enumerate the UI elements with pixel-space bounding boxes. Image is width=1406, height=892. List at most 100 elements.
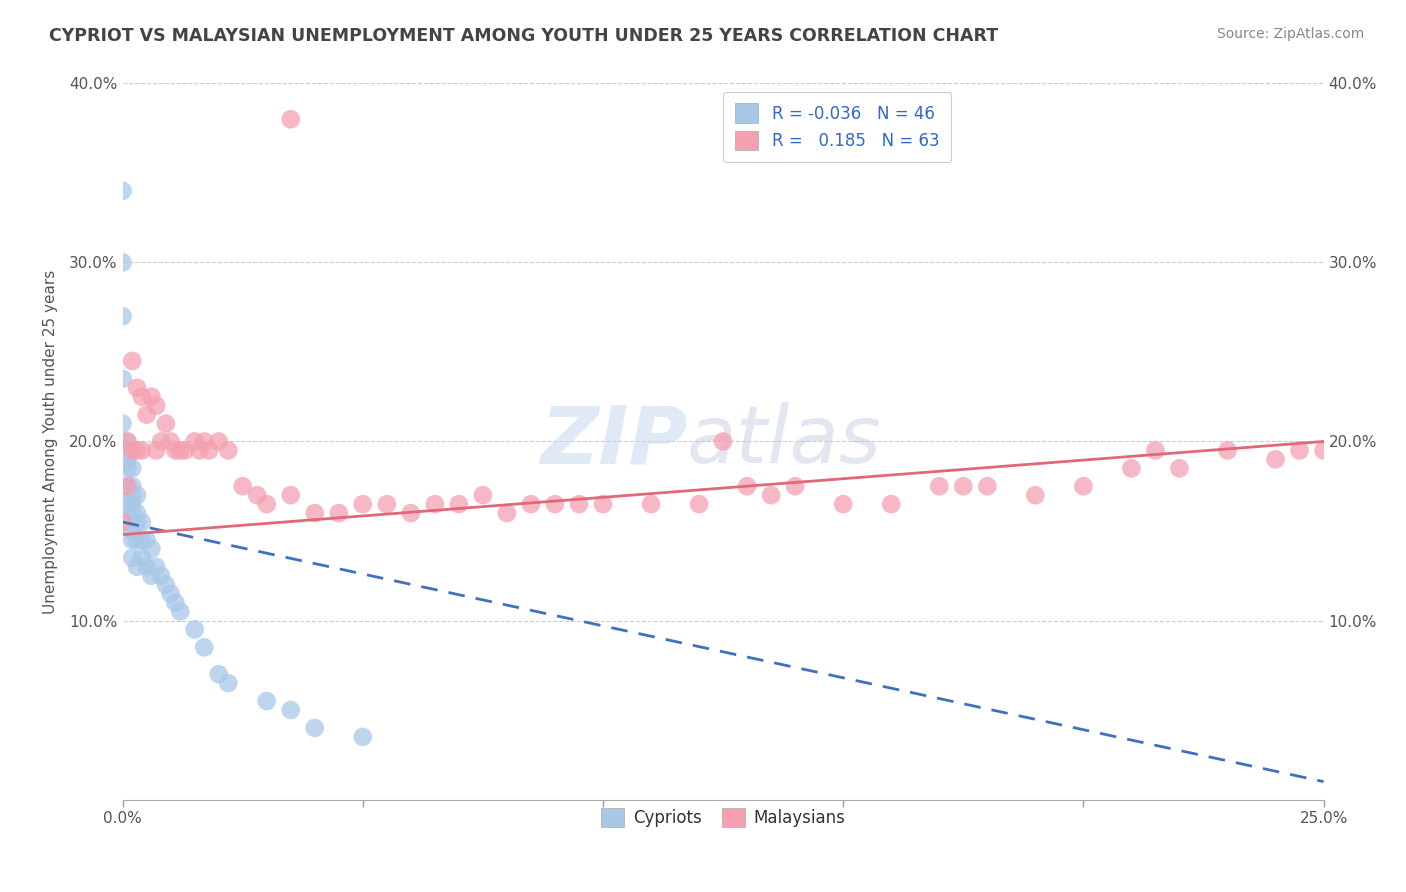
Text: Source: ZipAtlas.com: Source: ZipAtlas.com: [1216, 27, 1364, 41]
Point: [280, 488, 302, 502]
Point: [150, 568, 173, 582]
Point: [155, 417, 177, 431]
Point: [141, 390, 163, 404]
Text: CYPRIOT VS MALAYSIAN UNEMPLOYMENT AMONG YOUTH UNDER 25 YEARS CORRELATION CHART: CYPRIOT VS MALAYSIAN UNEMPLOYMENT AMONG …: [49, 27, 998, 45]
Point: [423, 497, 446, 511]
Point: [471, 488, 494, 502]
Point: [117, 497, 139, 511]
Point: [155, 577, 177, 591]
Point: [117, 479, 139, 493]
Point: [135, 533, 157, 547]
Point: [121, 443, 143, 458]
Point: [1144, 443, 1167, 458]
Point: [375, 497, 398, 511]
Point: [399, 506, 422, 520]
Point: [121, 550, 143, 565]
Point: [256, 497, 278, 511]
Point: [135, 408, 157, 422]
Point: [246, 488, 269, 502]
Point: [131, 550, 153, 565]
Point: [568, 497, 591, 511]
Point: [111, 255, 134, 269]
Point: [131, 515, 153, 529]
Point: [145, 559, 167, 574]
Y-axis label: Unemployment Among Youth under 25 years: Unemployment Among Youth under 25 years: [44, 269, 58, 614]
Point: [188, 443, 211, 458]
Point: [976, 479, 998, 493]
Point: [735, 479, 758, 493]
Point: [1121, 461, 1143, 475]
Point: [174, 443, 197, 458]
Point: [280, 703, 302, 717]
Point: [121, 497, 143, 511]
Point: [145, 443, 167, 458]
Point: [117, 452, 139, 467]
Point: [159, 434, 181, 449]
Point: [688, 497, 710, 511]
Point: [117, 515, 139, 529]
Point: [111, 309, 134, 323]
Point: [304, 506, 326, 520]
Point: [169, 605, 191, 619]
Point: [183, 434, 205, 449]
Point: [217, 676, 239, 690]
Point: [125, 488, 148, 502]
Point: [952, 479, 974, 493]
Point: [785, 479, 807, 493]
Point: [125, 506, 148, 520]
Point: [232, 479, 254, 493]
Point: [150, 434, 173, 449]
Point: [121, 354, 143, 368]
Point: [256, 694, 278, 708]
Point: [125, 515, 148, 529]
Point: [1264, 452, 1286, 467]
Point: [165, 443, 187, 458]
Point: [1216, 443, 1239, 458]
Point: [352, 497, 374, 511]
Point: [121, 524, 143, 538]
Point: [183, 623, 205, 637]
Point: [125, 533, 148, 547]
Point: [1288, 443, 1310, 458]
Point: [352, 730, 374, 744]
Point: [131, 443, 153, 458]
Point: [117, 443, 139, 458]
Point: [117, 434, 139, 449]
Point: [328, 506, 350, 520]
Point: [280, 112, 302, 127]
Point: [131, 533, 153, 547]
Point: [217, 443, 239, 458]
Point: [198, 443, 221, 458]
Point: [169, 443, 191, 458]
Point: [520, 497, 543, 511]
Point: [1312, 443, 1334, 458]
Point: [141, 541, 163, 556]
Point: [447, 497, 470, 511]
Point: [117, 479, 139, 493]
Point: [111, 372, 134, 386]
Point: [496, 506, 519, 520]
Point: [1073, 479, 1095, 493]
Point: [135, 559, 157, 574]
Legend: Cypriots, Malaysians: Cypriots, Malaysians: [595, 802, 852, 834]
Point: [759, 488, 782, 502]
Point: [121, 506, 143, 520]
Point: [141, 568, 163, 582]
Point: [121, 533, 143, 547]
Point: [592, 497, 614, 511]
Point: [711, 434, 734, 449]
Point: [131, 390, 153, 404]
Point: [304, 721, 326, 735]
Point: [117, 461, 139, 475]
Point: [193, 434, 215, 449]
Point: [1168, 461, 1191, 475]
Point: [125, 381, 148, 395]
Point: [121, 479, 143, 493]
Point: [145, 399, 167, 413]
Point: [111, 515, 134, 529]
Point: [159, 587, 181, 601]
Point: [111, 184, 134, 198]
Point: [121, 461, 143, 475]
Text: ZIP: ZIP: [540, 402, 688, 481]
Point: [117, 434, 139, 449]
